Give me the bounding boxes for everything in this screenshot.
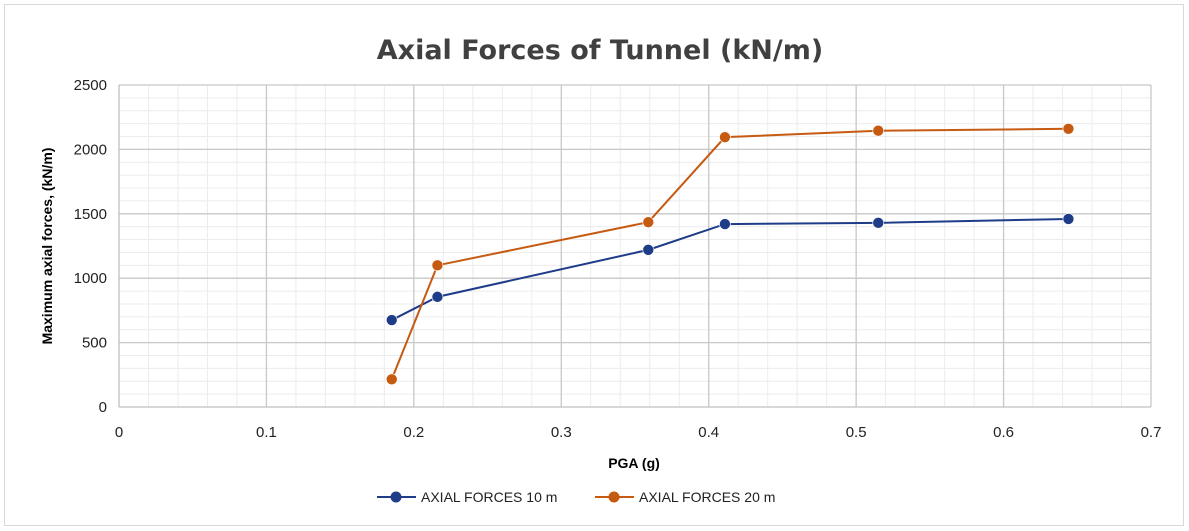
series-point [385, 314, 398, 326]
legend-item: AXIAL FORCES 10 m [377, 489, 557, 505]
legend-label: AXIAL FORCES 10 m [421, 489, 557, 505]
series-point [1062, 122, 1075, 135]
x-tick-label: 0.5 [846, 424, 867, 441]
legend: AXIAL FORCES 10 m AXIAL FORCES 20 m [377, 489, 775, 505]
x-tick-label: 0 [115, 424, 123, 441]
y-tick-label: 1500 [74, 206, 107, 223]
legend-label: AXIAL FORCES 20 m [639, 489, 775, 505]
series-1 [385, 213, 1075, 326]
legend-item: AXIAL FORCES 20 m [595, 489, 775, 505]
x-tick-label: 0.3 [551, 424, 572, 441]
series-point [872, 217, 885, 229]
y-tick-label: 500 [82, 335, 107, 352]
x-tick-label: 0.6 [993, 424, 1014, 441]
y-axis-label: Maximum axial forces, (kN/m) [39, 148, 55, 345]
series-point [431, 291, 444, 303]
y-tick-label: 1000 [74, 270, 107, 287]
chart-title: Axial Forces of Tunnel (kN/m) [377, 35, 823, 66]
series-layer [385, 122, 1075, 386]
x-tick-labels: 0 0.1 0.2 0.3 0.4 0.5 0.6 0.7 [115, 424, 1162, 441]
series-point [431, 259, 444, 272]
legend-marker [608, 491, 620, 503]
series-point [719, 218, 731, 230]
x-axis-label: PGA (g) [608, 455, 660, 471]
x-tick-label: 0.1 [256, 424, 277, 441]
series-point [642, 216, 655, 228]
y-tick-label: 2500 [74, 77, 107, 94]
y-tick-label: 2000 [74, 141, 107, 158]
series-line [391, 217, 1069, 321]
legend-marker [390, 491, 402, 503]
series-point [872, 124, 885, 137]
y-tick-label: 0 [99, 399, 107, 416]
y-tick-labels: 0 500 1000 1500 2000 2500 [74, 77, 107, 416]
chart-frame [4, 4, 1184, 526]
series-point [719, 131, 731, 143]
series-2 [385, 122, 1075, 386]
series-line [390, 127, 1069, 380]
x-tick-label: 0.4 [698, 424, 719, 441]
major-gridlines [119, 84, 1152, 407]
x-tick-label: 0.2 [403, 424, 424, 441]
axes [118, 85, 1151, 408]
minor-gridlines [119, 85, 1151, 407]
series-point [1062, 213, 1075, 225]
x-tick-label: 0.7 [1141, 424, 1162, 441]
series-point [642, 244, 655, 256]
series-point [385, 373, 398, 386]
